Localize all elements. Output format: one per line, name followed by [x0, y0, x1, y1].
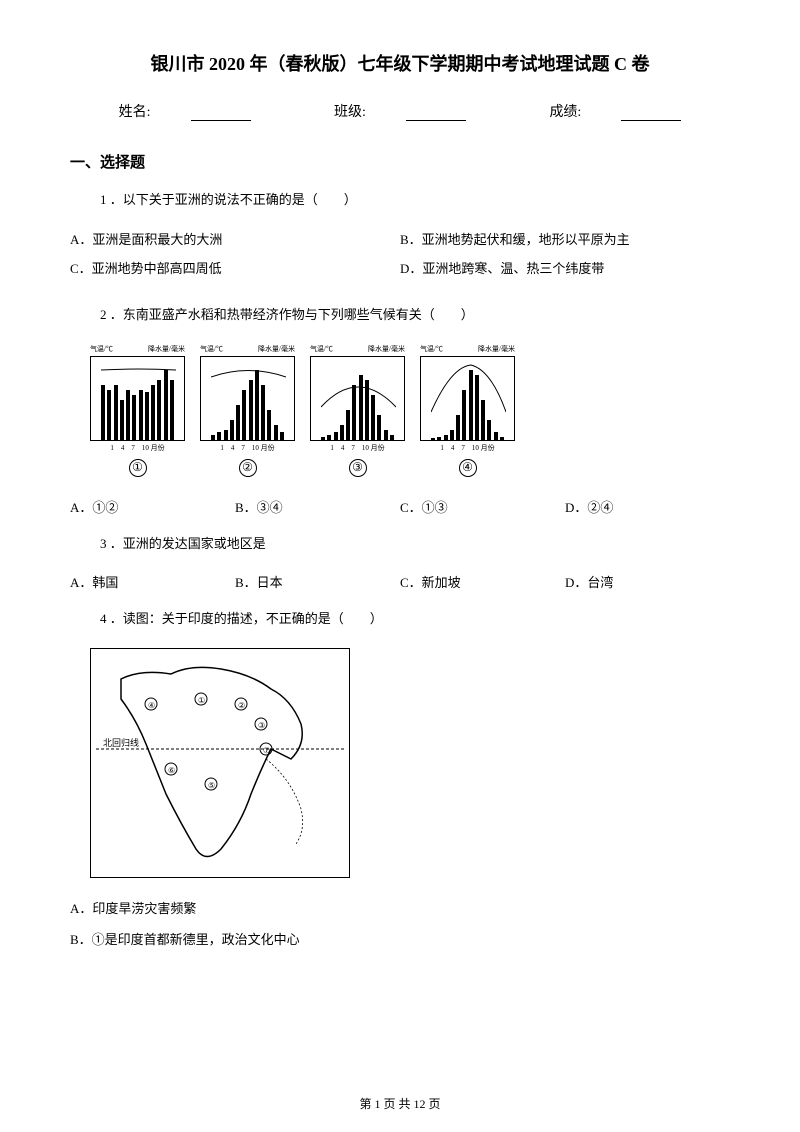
q4-optA: A．印度旱涝灾害频繁: [70, 898, 730, 917]
svg-text:⑥: ⑥: [168, 766, 175, 775]
q1-optB: B．亚洲地势起伏和缓，地形以平原为主: [400, 229, 730, 248]
q2-optB: B．③④: [235, 497, 400, 516]
chart-2: 气温/℃降水量/毫米 1 4 7 10 月份 ②: [200, 344, 295, 477]
q2-optC: C．①③: [400, 497, 565, 516]
chart-1: 气温/℃降水量/毫米 1 4 7 10 月份 ①: [90, 344, 185, 477]
q3-optB: B．日本: [235, 572, 400, 591]
q3-optD: D．台湾: [565, 572, 730, 591]
name-field: 姓名:: [99, 105, 271, 120]
q2-options: A．①② B．③④ C．①③ D．②④: [70, 497, 730, 516]
q3-optC: C．新加坡: [400, 572, 565, 591]
climate-charts: 气温/℃降水量/毫米 1 4 7 10 月份 ① 气温/℃降水量/毫米 1 4 …: [90, 344, 730, 477]
q2-optD: D．②④: [565, 497, 730, 516]
section-header: 一、选择题: [70, 151, 730, 172]
svg-text:⑦: ⑦: [263, 746, 270, 755]
svg-text:②: ②: [238, 701, 245, 710]
q4-optB: B．①是印度首都新德里，政治文化中心: [70, 929, 730, 948]
svg-text:④: ④: [148, 701, 155, 710]
q1-optD: D．亚洲地跨寒、温、热三个纬度带: [400, 258, 730, 277]
class-field: 班级:: [314, 105, 486, 120]
svg-text:①: ①: [198, 696, 205, 705]
q1-optA: A．亚洲是面积最大的大洲: [70, 229, 400, 248]
chart-4: 气温/℃降水量/毫米 1 4 7 10 月份 ④: [420, 344, 515, 477]
q1-options: A．亚洲是面积最大的大洲 B．亚洲地势起伏和缓，地形以平原为主 C．亚洲地势中部…: [70, 229, 730, 287]
info-line: 姓名: 班级: 成绩:: [70, 101, 730, 121]
question-3: 3 ．亚洲的发达国家或地区是: [100, 534, 730, 555]
svg-text:⑤: ⑤: [208, 781, 215, 790]
score-field: 成绩:: [529, 105, 701, 120]
q3-options: A．韩国 B．日本 C．新加坡 D．台湾: [70, 572, 730, 591]
q3-optA: A．韩国: [70, 572, 235, 591]
svg-text:③: ③: [258, 721, 265, 730]
india-map: 北回归线 ① ② ③ ④ ⑤ ⑥ ⑦: [90, 648, 350, 878]
question-1: 1 ．以下关于亚洲的说法不正确的是（ ）: [100, 190, 730, 211]
chart-3: 气温/℃降水量/毫米 1 4 7 10 月份 ③: [310, 344, 405, 477]
q1-optC: C．亚洲地势中部高四周低: [70, 258, 400, 277]
q2-optA: A．①②: [70, 497, 235, 516]
page-footer: 第 1 页 共 12 页: [0, 1095, 800, 1112]
exam-title: 银川市 2020 年（春秋版）七年级下学期期中考试地理试题 C 卷: [70, 50, 730, 76]
question-2: 2 ．东南亚盛产水稻和热带经济作物与下列哪些气候有关（ ）: [100, 305, 730, 326]
question-4: 4 ．读图：关于印度的描述，不正确的是（ ）: [100, 609, 730, 630]
tropic-label: 北回归线: [103, 737, 139, 748]
